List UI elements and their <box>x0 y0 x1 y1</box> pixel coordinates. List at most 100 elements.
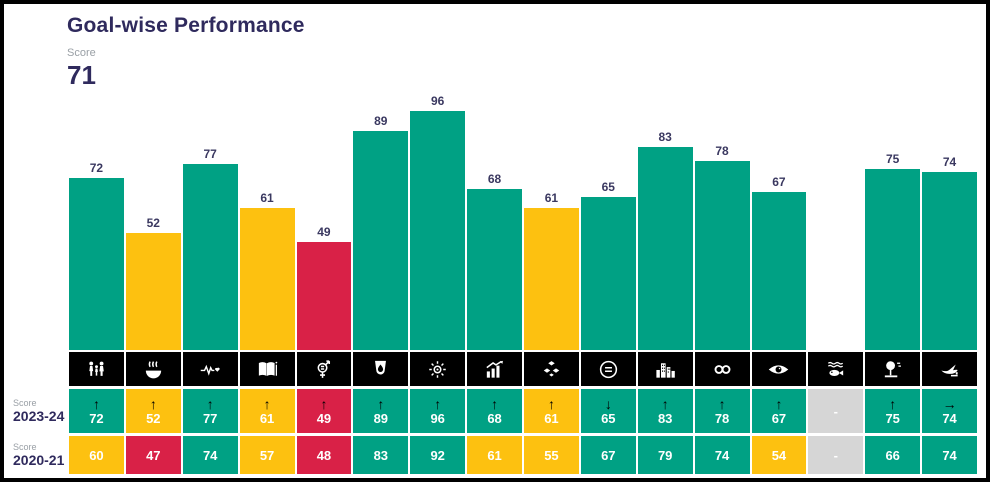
bar-goal-7[interactable] <box>410 111 466 350</box>
trend-up-icon: ↑ <box>718 395 726 412</box>
bar-column: 67 <box>751 98 807 350</box>
goal-icon-cell[interactable] <box>637 352 693 386</box>
bar-column: 83 <box>637 98 693 350</box>
bar-column: 77 <box>182 98 238 350</box>
row-label-2020-21: Score 2020-21 <box>11 436 67 474</box>
bar-goal-12[interactable] <box>694 161 750 350</box>
score-cell-2020-21: 57 <box>239 436 295 474</box>
gender-symbol-icon <box>312 358 335 381</box>
score-value-2023-24: 77 <box>202 410 218 426</box>
bar-goal-16[interactable] <box>922 172 977 350</box>
score-cell-2023-24: ↑ 78 <box>694 389 750 433</box>
bar-goal-4[interactable] <box>239 208 295 350</box>
score-cell-2020-21: 74 <box>922 436 977 474</box>
equals-sign-icon <box>597 358 620 381</box>
score-cell-2023-24: ↑ 68 <box>467 389 522 433</box>
bar-goal-1[interactable] <box>69 178 124 350</box>
bar-goal-10[interactable] <box>580 197 636 350</box>
score-cell-2020-21: 83 <box>353 436 409 474</box>
missing-score-dash: - <box>833 403 838 419</box>
fish-icon <box>824 358 847 381</box>
goal-icons-row <box>11 352 977 386</box>
bar-goal-11[interactable] <box>637 147 693 350</box>
goal-icon-cell[interactable] <box>694 352 750 386</box>
bar-column: 61 <box>239 98 295 350</box>
goal-icon-cell[interactable] <box>69 352 124 386</box>
score-cell-2020-21: 61 <box>467 436 522 474</box>
bar-column: 96 <box>410 94 466 350</box>
heartbeat-icon <box>199 358 222 381</box>
goal-icon-cell[interactable] <box>182 352 238 386</box>
bar-column: 78 <box>694 98 750 350</box>
bar-value-label: 68 <box>487 172 502 186</box>
row-label-year-2020-21: 2020-21 <box>13 452 65 468</box>
bar-column: 89 <box>353 98 409 350</box>
bar-value-label: 65 <box>601 180 615 194</box>
bar-goal-9[interactable] <box>524 208 579 350</box>
bar-goal-8[interactable] <box>467 189 522 350</box>
score-value-2020-21: 57 <box>259 447 275 463</box>
score-value-2020-21: 74 <box>714 447 730 463</box>
score-cell-2020-21: 47 <box>125 436 181 474</box>
score-cell-2020-21: - <box>808 436 864 474</box>
goal-icon-cell[interactable] <box>125 352 181 386</box>
overall-score-label: Score <box>67 47 96 59</box>
score-value-2020-21: 92 <box>430 447 445 463</box>
score-value-2020-21: 47 <box>146 447 161 463</box>
family-icon <box>85 358 108 381</box>
score-cell-2023-24: ↑ 49 <box>296 389 352 433</box>
goal-icon-cell[interactable] <box>467 352 522 386</box>
score-value-2020-21: 74 <box>942 447 957 463</box>
score-cell-2023-24: ↑ 96 <box>410 389 466 433</box>
bar-value-label: 83 <box>658 130 672 144</box>
score-cell-2023-24: ↑ 61 <box>239 389 295 433</box>
score-value-2023-24: 89 <box>373 410 389 426</box>
goal-icon-cell[interactable] <box>922 352 977 386</box>
score-value-2023-24: 61 <box>259 410 275 426</box>
bar-goal-6[interactable] <box>353 131 409 350</box>
goal-icon-cell[interactable] <box>296 352 352 386</box>
goal-icon-cell[interactable] <box>580 352 636 386</box>
score-value-2020-21: 66 <box>885 447 900 463</box>
bar-value-label: 75 <box>886 152 900 166</box>
score-cell-2023-24: ↓ 65 <box>580 389 636 433</box>
bar-goal-5[interactable] <box>296 242 352 350</box>
goal-icon-cell[interactable] <box>353 352 409 386</box>
score-value-2023-24: 61 <box>544 410 559 426</box>
missing-score-dash: - <box>833 447 838 463</box>
score-value-2023-24: 72 <box>89 410 104 426</box>
bar-value-label: 61 <box>544 191 559 205</box>
score-value-2020-21: 83 <box>373 447 389 463</box>
bar-goal-13[interactable] <box>751 192 807 350</box>
bar-goal-3[interactable] <box>182 164 238 350</box>
bar-goal-2[interactable] <box>125 233 181 350</box>
header: Goal-wise Performance Score 71 <box>11 10 977 98</box>
goal-icon-cell[interactable] <box>808 352 864 386</box>
trend-up-icon: ↑ <box>661 395 669 412</box>
score-cell-2020-21: 74 <box>182 436 238 474</box>
goal-icon-cell[interactable] <box>524 352 579 386</box>
bar-column: 74 <box>922 98 977 350</box>
score-value-2020-21: 74 <box>202 447 218 463</box>
goal-icon-cell[interactable] <box>239 352 295 386</box>
bar-value-label: 52 <box>146 216 160 230</box>
bar-column: 65 <box>580 98 636 350</box>
steaming-bowl-icon <box>142 358 165 381</box>
goal-icon-cell[interactable] <box>410 352 466 386</box>
trend-down-icon: ↓ <box>604 395 612 412</box>
score-cell-2023-24: ↑ 89 <box>353 389 409 433</box>
bar-column: 52 <box>125 98 181 350</box>
goal-icon-cell[interactable] <box>865 352 921 386</box>
score-cell-2020-21: 54 <box>751 436 807 474</box>
trend-up-icon: ↑ <box>320 395 328 412</box>
bar-chart: 72 52 77 61 49 89 96 68 61 65 83 78 67 75 74 <box>11 94 977 350</box>
bar-goal-15[interactable] <box>865 169 921 350</box>
goal-icon-cell[interactable] <box>751 352 807 386</box>
row-label-score-text: Score <box>13 398 37 408</box>
score-value-2020-21: 54 <box>771 447 787 463</box>
dove-icon <box>938 358 961 381</box>
score-row-2020-21: Score 2020-21 60 47 74 57 48 83 92 61 55 67 79 74 54… <box>11 436 977 474</box>
score-cell-2023-24: - <box>808 389 864 433</box>
bar-value-label: 74 <box>942 155 957 169</box>
row-label-2023-24: Score 2023-24 <box>11 389 67 433</box>
